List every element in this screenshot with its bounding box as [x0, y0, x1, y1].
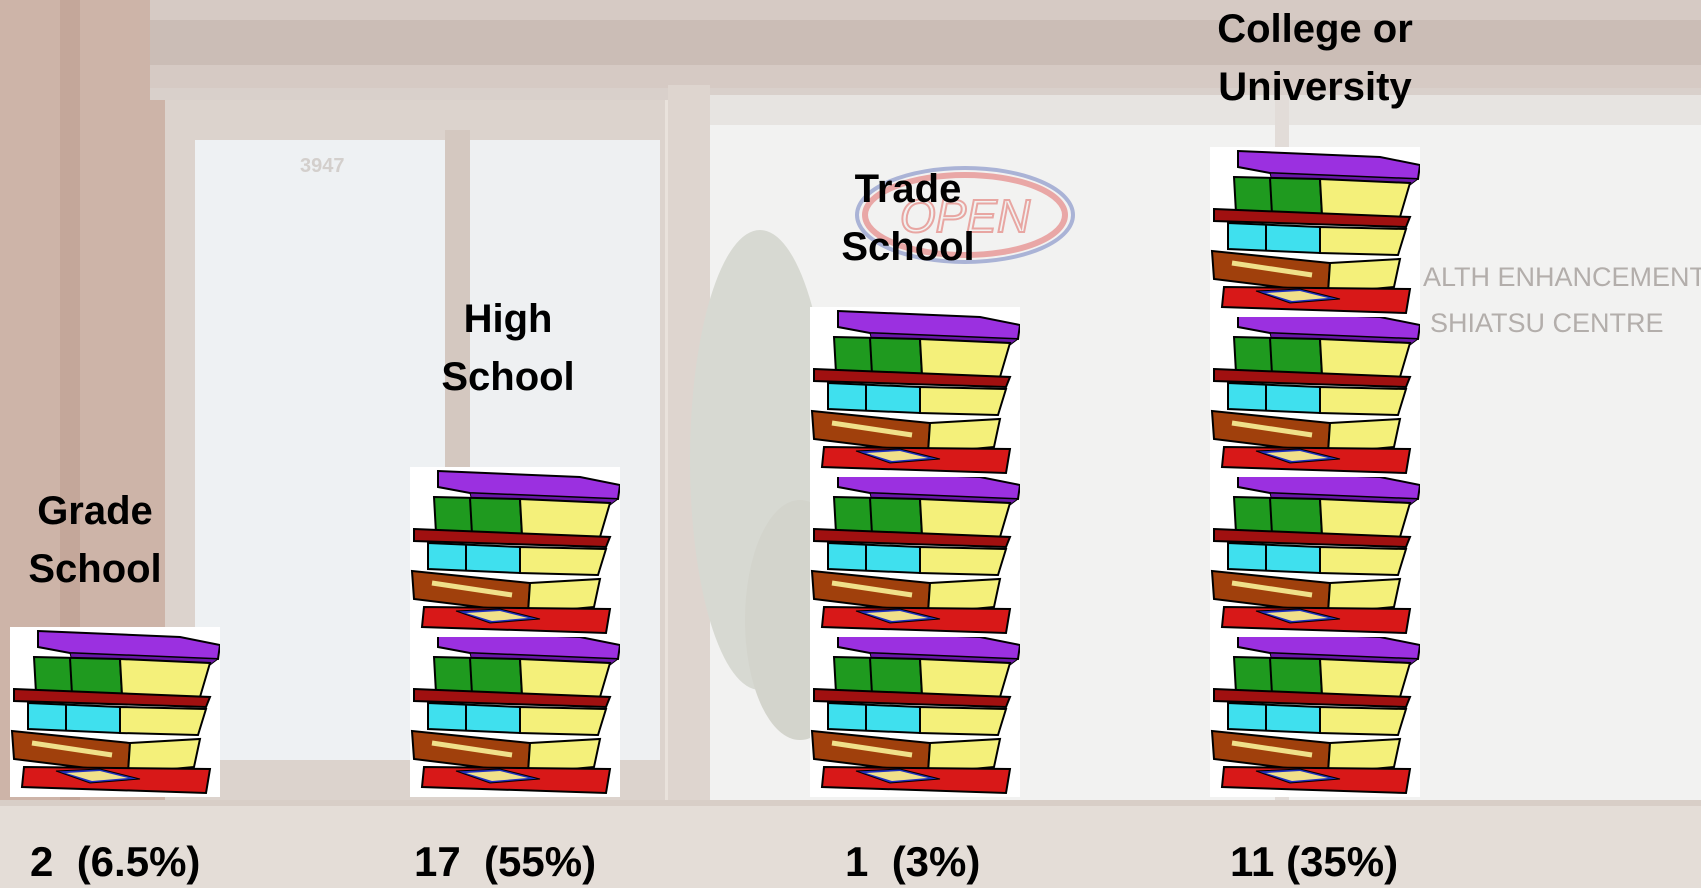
book-stack-icon-trade-school-2 [810, 467, 1020, 637]
category-label-trade-school: Trade School [841, 167, 975, 269]
category-label-college-or-university: College or University [1217, 7, 1413, 109]
book-stack-icon-trade-school-3 [810, 307, 1020, 477]
value-label-high-school: 17 (55%) [414, 838, 597, 885]
book-stack-icon-college-or-university-4 [1210, 147, 1420, 317]
window-sign-line-2: SHIATSU CENTRE [1430, 308, 1664, 338]
book-stack-icon-trade-school-1 [810, 627, 1020, 797]
book-stack-icon-college-or-university-1 [1210, 627, 1420, 797]
value-label-college-or-university: 11 (35%) [1230, 838, 1399, 885]
book-stack-icon-grade-school-1 [10, 627, 220, 797]
book-stack-icon-college-or-university-2 [1210, 467, 1420, 637]
value-label-grade-school: 2 (6.5%) [30, 838, 201, 885]
neon-sign-text: OPEN [900, 190, 1031, 242]
door-number: 3947 [300, 155, 345, 177]
value-label-trade-school: 1 (3%) [845, 838, 981, 885]
category-label-grade-school: Grade School [28, 489, 162, 591]
book-stack-icon-high-school-2 [410, 467, 620, 637]
window-sign-line-1: ALTH ENHANCEMENT [1423, 262, 1701, 292]
book-stack-icon-high-school-1 [410, 627, 620, 797]
book-stack-icon-college-or-university-3 [1210, 307, 1420, 477]
category-label-high-school: High School [441, 297, 575, 399]
